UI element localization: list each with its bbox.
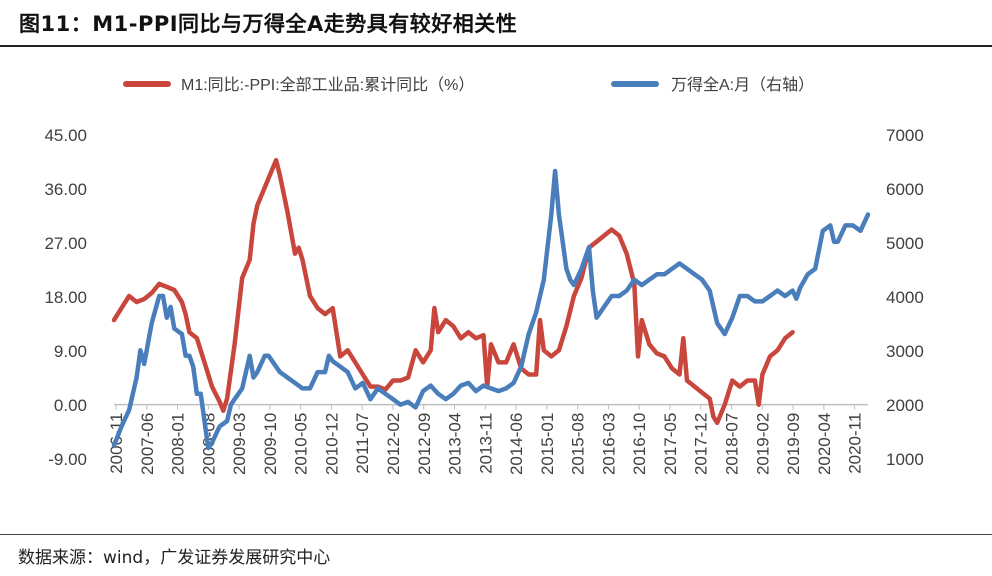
x-tick-label: 2014-06 (507, 413, 526, 475)
x-tick-label: 2017-05 (661, 413, 680, 475)
right-tick-label: 1000 (886, 450, 924, 469)
x-tick-label: 2008-01 (169, 413, 188, 475)
right-axis: 7000 6000 5000 4000 3000 2000 1000 (886, 126, 924, 469)
right-tick-label: 2000 (886, 396, 924, 415)
x-tick-label: 2015-08 (569, 413, 588, 475)
series-layer (111, 157, 871, 451)
legend: M1:同比:-PPI:全部工业品:累计同比（%） 万得全A:月（右轴） (123, 76, 814, 94)
right-tick-label: 5000 (886, 234, 924, 253)
legend-label-m1-ppi: M1:同比:-PPI:全部工业品:累计同比（%） (181, 76, 474, 94)
x-tick-label: 2019-09 (784, 413, 803, 475)
title-divider (0, 45, 992, 47)
x-tick-label: 2019-02 (753, 413, 772, 475)
series-line-wind-a (111, 168, 871, 451)
x-tick-label: 2012-02 (384, 413, 403, 475)
x-tick-label: 2020-04 (815, 413, 834, 475)
x-tick-label: 2009-03 (230, 413, 249, 475)
x-tick-label: 2013-04 (446, 413, 465, 475)
x-tick-label: 2010-12 (322, 413, 341, 475)
legend-label-wind-a: 万得全A:月（右轴） (671, 76, 814, 94)
page-title: 图11：M1-PPI同比与万得全A走势具有较好相关性 (19, 12, 518, 36)
x-tick-label: 2013-11 (476, 413, 495, 474)
left-tick-label: 45.00 (44, 126, 87, 145)
x-tick-label: 2010-05 (292, 413, 311, 475)
x-tick-label: 2015-01 (538, 413, 557, 475)
x-axis: 2006-11 2007-06 2008-01 2008-08 2009-03 2009-… (107, 403, 868, 475)
left-tick-label: 36.00 (44, 180, 87, 199)
right-tick-label: 7000 (886, 126, 924, 145)
chart: M1:同比:-PPI:全部工业品:累计同比（%） 万得全A:月（右轴） 45.0… (44, 76, 924, 475)
x-tick-label: 2020-11 (846, 413, 865, 474)
x-tick-label: 2016-03 (599, 413, 618, 475)
footer-divider (0, 534, 992, 535)
x-tick-label: 2017-12 (692, 413, 711, 475)
series-line-m1-ppi (111, 157, 795, 426)
left-axis: 45.00 36.00 27.00 18.00 9.00 0.00 -9.00 (44, 126, 87, 469)
left-tick-label: 18.00 (44, 288, 87, 307)
x-tick-label: 2012-09 (415, 413, 434, 475)
source-note: 数据来源：wind，广发证券发展研究中心 (18, 548, 331, 568)
x-tick-label: 2009-10 (261, 413, 280, 475)
left-tick-label: 27.00 (44, 234, 87, 253)
x-tick-label: 2016-10 (630, 413, 649, 475)
right-tick-label: 3000 (886, 342, 924, 361)
x-tick-label: 2011-07 (353, 413, 372, 474)
x-tick-label: 2018-07 (723, 413, 742, 475)
left-tick-label: 0.00 (54, 396, 87, 415)
x-tick-label: 2007-06 (138, 413, 157, 475)
left-tick-label: 9.00 (54, 342, 87, 361)
right-tick-label: 6000 (886, 180, 924, 199)
right-tick-label: 4000 (886, 288, 924, 307)
left-tick-label: -9.00 (48, 450, 87, 469)
